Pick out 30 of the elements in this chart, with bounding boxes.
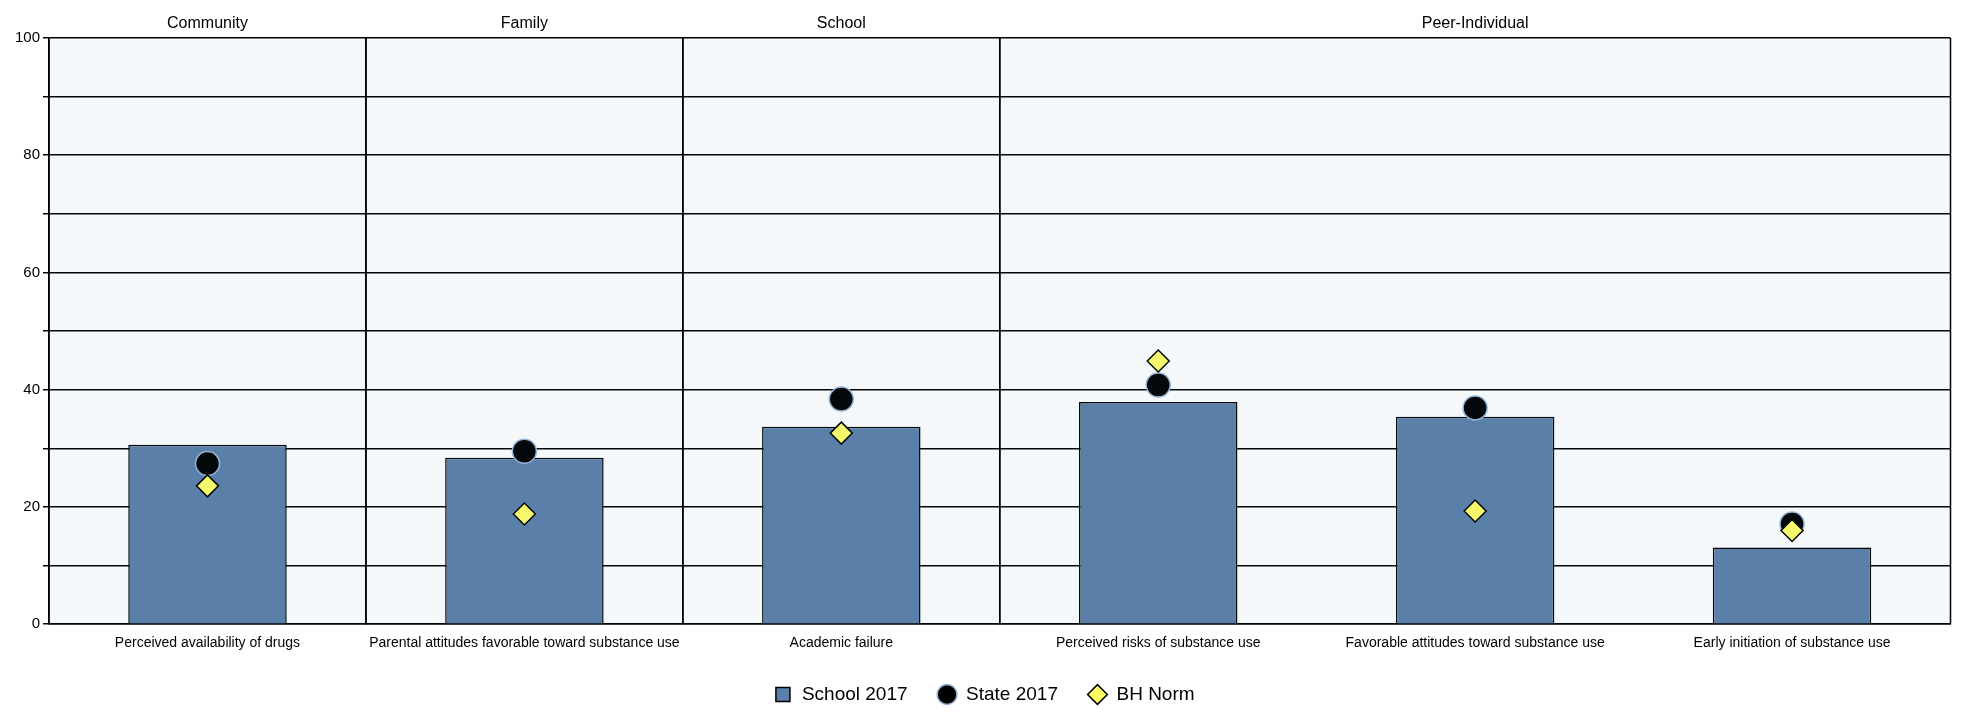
point (1463, 499, 1487, 523)
point (1146, 349, 1170, 373)
y-tick-label: 100 (15, 28, 41, 46)
point (828, 386, 855, 412)
x-tick-label: Early initiation of substance use (1693, 634, 1891, 651)
point (194, 450, 221, 477)
x-tick-label: Parental attitudes favorable toward substance use (369, 634, 680, 651)
legend-label: State 2017 (966, 682, 1058, 704)
y-tick-label: 20 (23, 497, 41, 515)
y-tick-label: 0 (31, 614, 41, 632)
legend-label: School 2017 (801, 682, 908, 704)
x-tick-label: Perceived availability of drugs (114, 634, 301, 651)
x-tick-label: Perceived risks of substance use (1055, 634, 1261, 651)
y-tick-label: 60 (23, 262, 41, 280)
point (511, 438, 538, 465)
y-tick-label: 40 (23, 379, 41, 397)
band-label: School (816, 14, 866, 32)
x-tick-label: Academic failure (789, 634, 894, 651)
point (1145, 372, 1171, 398)
point (195, 474, 220, 498)
band-label: Family (500, 14, 548, 32)
point (1462, 395, 1488, 421)
point (512, 502, 537, 526)
y-tick-label: 80 (23, 145, 41, 163)
x-tick-label: Favorable attitudes toward substance use (1345, 634, 1605, 651)
legend-label: BH Norm (1116, 682, 1195, 704)
band-label: Community (167, 14, 248, 32)
point (1780, 518, 1804, 543)
point (829, 421, 854, 445)
band-label: Peer-Individual (1421, 14, 1529, 32)
